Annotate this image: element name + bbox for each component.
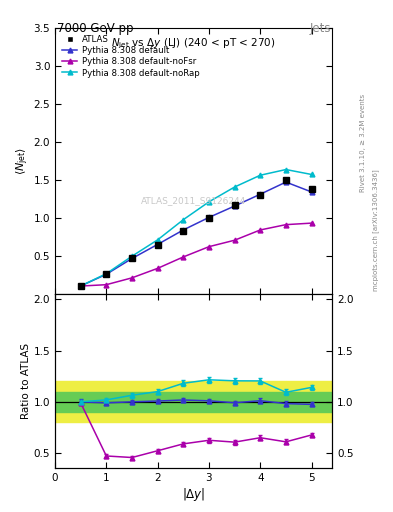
Text: ATLAS_2011_S9126244: ATLAS_2011_S9126244 (141, 197, 246, 206)
Bar (286, 392, 332, 412)
Bar (55, 381, 286, 422)
X-axis label: $|\Delta y|$: $|\Delta y|$ (182, 486, 205, 503)
Text: Jets: Jets (310, 22, 331, 34)
Text: Rivet 3.1.10, ≥ 3.2M events: Rivet 3.1.10, ≥ 3.2M events (360, 94, 366, 193)
Y-axis label: Ratio to ATLAS: Ratio to ATLAS (21, 343, 31, 419)
Text: $N_{\rm jet}$ vs $\Delta y$ (LJ) (240 < pT < 270): $N_{\rm jet}$ vs $\Delta y$ (LJ) (240 < … (111, 36, 276, 51)
Legend: ATLAS, Pythia 8.308 default, Pythia 8.308 default-noFsr, Pythia 8.308 default-no: ATLAS, Pythia 8.308 default, Pythia 8.30… (59, 32, 202, 80)
Text: mcplots.cern.ch [arXiv:1306.3436]: mcplots.cern.ch [arXiv:1306.3436] (372, 169, 379, 291)
Y-axis label: $\langle N_{\rm jet}\rangle$: $\langle N_{\rm jet}\rangle$ (15, 147, 31, 175)
Text: 7000 GeV pp: 7000 GeV pp (57, 22, 134, 34)
Bar (286, 381, 332, 422)
Bar (55, 392, 286, 412)
